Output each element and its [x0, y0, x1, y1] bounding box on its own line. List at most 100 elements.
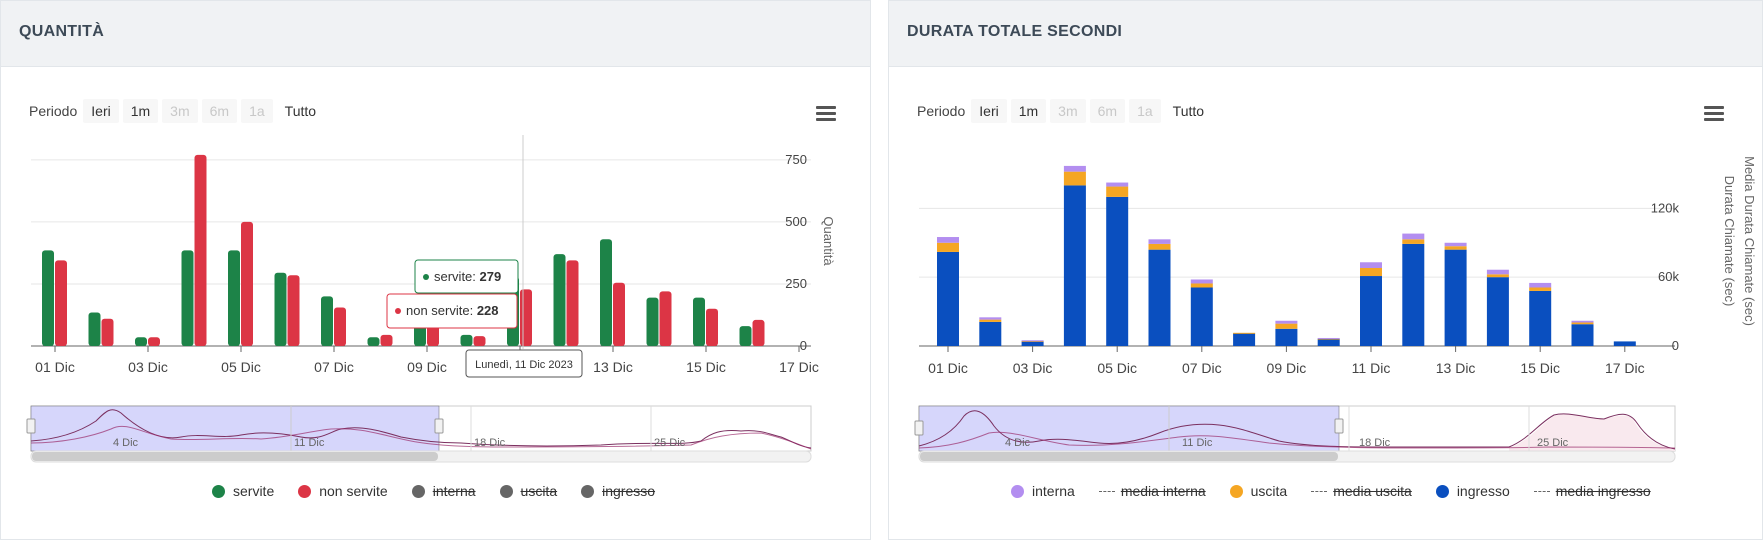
navigator-handle-right[interactable] — [434, 418, 444, 434]
navigator-line-ingresso — [918, 410, 1676, 450]
bar-uscita — [1021, 340, 1044, 342]
legend-label-media-uscita: media uscita — [1333, 483, 1412, 499]
x-tick-label: 13 Dic — [593, 359, 633, 375]
period-button-tutto[interactable]: Tutto — [1172, 103, 1205, 119]
navigator-line-servite — [30, 409, 812, 449]
bar-non-servite — [287, 275, 300, 346]
legend-dot-interna — [411, 484, 425, 498]
bar-uscita — [1402, 239, 1425, 244]
legend-item-media-interna[interactable]: media interna — [1098, 483, 1206, 499]
bar-interna — [979, 317, 1002, 320]
y-axis-title-durata: Durata Chiamate (sec) — [1722, 176, 1737, 307]
period-selector: Periodo Ieri 1m 3m 6m 1a Tutto — [917, 99, 1216, 123]
bar-servite — [42, 250, 54, 346]
legend-item-media-ingresso[interactable]: media ingresso — [1533, 483, 1651, 499]
legend-dot-servite — [212, 484, 225, 498]
x-tick-label: 07 Dic — [314, 359, 354, 375]
legend-item-interna[interactable]: interna — [411, 483, 476, 499]
bar-uscita — [1275, 323, 1298, 329]
legend-dash-icon — [1533, 490, 1550, 492]
panel-durata: DURATA TOTALE SECONDI Periodo Ieri 1m 3m… — [888, 0, 1763, 540]
bar-interna — [1571, 320, 1594, 323]
navigator-label-11-dic: 11 Dic — [294, 437, 325, 449]
legend-label-ingresso: ingresso — [1456, 483, 1510, 499]
navigator[interactable]: 4 Dic 11 Dic 18 Dic 25 Dic — [26, 405, 812, 463]
navigator-label-25-dic: 25 Dic — [1537, 437, 1569, 449]
bar-servite — [181, 250, 194, 346]
period-button-ieri[interactable]: Ieri — [971, 99, 1007, 123]
bar-non-servite — [566, 260, 579, 346]
bar-ingresso — [1106, 196, 1129, 346]
hamburger-menu-icon[interactable] — [816, 106, 836, 122]
bar-uscita — [1233, 332, 1256, 334]
period-button-tutto[interactable]: Tutto — [284, 103, 317, 119]
bar-servite — [274, 272, 287, 346]
legend-item-ingresso[interactable]: ingresso — [581, 483, 655, 499]
legend-item-non-servite[interactable]: non servite — [298, 483, 388, 499]
bar-uscita — [1486, 274, 1509, 278]
legend-item-interna[interactable]: interna — [1011, 483, 1075, 499]
legend-label-uscita: uscita — [520, 483, 558, 499]
bar-ingresso — [979, 321, 1002, 346]
bar-non-servite — [706, 308, 718, 346]
svg-text:non servite: 228: non servite: 228 — [406, 303, 499, 318]
bar-uscita — [979, 319, 1002, 322]
bar-servite — [553, 254, 566, 346]
bar-interna — [1486, 269, 1509, 275]
period-button-ieri[interactable]: Ieri — [83, 99, 119, 123]
bar-uscita — [937, 242, 959, 252]
navigator-handle-left[interactable] — [26, 418, 36, 434]
tooltip-servite-dot — [423, 274, 429, 280]
bar-ingresso — [1486, 277, 1509, 346]
x-tick-label: 17 Dic — [1605, 360, 1645, 376]
legend-dot-ingresso — [581, 484, 595, 498]
bar-interna — [1444, 242, 1467, 247]
period-button-1m[interactable]: 1m — [122, 99, 159, 123]
bar-ingresso — [1529, 290, 1552, 346]
period-button-3m[interactable]: 3m — [162, 99, 198, 123]
legend-item-ingresso[interactable]: ingresso — [1435, 483, 1510, 499]
legend-label-uscita: uscita — [1250, 483, 1288, 499]
bar-uscita — [1190, 283, 1213, 288]
bar-uscita — [1571, 322, 1594, 325]
navigator-label-4-dic: 4 Dic — [113, 437, 139, 449]
navigator-selection[interactable] — [30, 405, 440, 452]
bar-ingresso — [1275, 328, 1298, 346]
legend-dot-uscita — [499, 484, 513, 498]
bar-ingresso — [937, 251, 959, 346]
plot-area: 0 250 500 750 01 Dic 03 Dic 05 Dic 07 Dic 09 Dic… — [31, 152, 819, 375]
scrollbar-thumb[interactable] — [32, 452, 438, 461]
period-button-1m[interactable]: 1m — [1010, 99, 1047, 123]
legend-item-media-uscita[interactable]: media uscita — [1311, 483, 1412, 499]
x-tick-label: 05 Dic — [1097, 360, 1137, 376]
bar-servite — [367, 337, 380, 346]
scrollbar-thumb[interactable] — [920, 452, 1338, 461]
bar-servite — [600, 239, 612, 346]
legend-dot-non-servite — [298, 484, 312, 498]
bar-non-servite — [752, 319, 765, 346]
navigator-line-non-servite — [30, 425, 812, 450]
period-button-1a[interactable]: 1a — [241, 99, 273, 123]
legend-item-servite[interactable]: servite — [212, 483, 274, 499]
period-button-1a[interactable]: 1a — [1129, 99, 1161, 123]
legend-item-uscita[interactable]: uscita — [1229, 483, 1288, 499]
navigator-label-11-dic: 11 Dic — [1182, 437, 1213, 449]
bar-interna — [1021, 340, 1044, 342]
navigator-handle-right[interactable] — [1334, 418, 1344, 434]
navigator-handle-left[interactable] — [914, 420, 924, 436]
tooltip-non-servite-value: 228 — [477, 303, 499, 318]
bar-ingresso — [1360, 276, 1382, 346]
period-button-6m[interactable]: 6m — [1089, 99, 1126, 123]
period-button-3m[interactable]: 3m — [1050, 99, 1086, 123]
x-tick-label: 11 Dic — [1352, 360, 1391, 376]
y-tick-label: 500 — [785, 214, 807, 229]
y-tick-label: 120k — [1651, 200, 1680, 215]
hamburger-menu-icon[interactable] — [1704, 106, 1724, 122]
legend-dot-uscita — [1229, 484, 1243, 498]
x-tick-label: 09 Dic — [1267, 360, 1307, 376]
legend-item-uscita[interactable]: uscita — [499, 483, 558, 499]
period-button-6m[interactable]: 6m — [201, 99, 238, 123]
navigator[interactable]: 4 Dic 11 Dic 18 Dic 25 Dic — [914, 405, 1676, 463]
panel-title: DURATA TOTALE SECONDI — [889, 1, 1762, 67]
legend-dot-interna — [1011, 484, 1024, 498]
